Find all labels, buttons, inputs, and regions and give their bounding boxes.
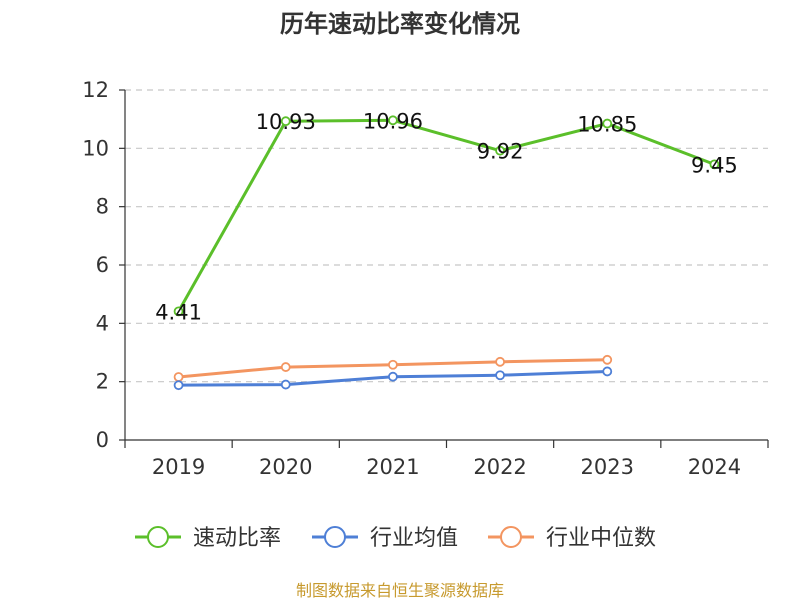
data-label: 10.85 [577,113,637,137]
chart-title: 历年速动比率变化情况 [280,10,520,38]
data-point [280,116,291,127]
x-tick-label: 2024 [688,455,741,479]
data-point [709,159,720,170]
data-point [280,362,291,372]
series-1 [173,115,720,317]
x-tick-label: 2019 [152,455,205,479]
data-point [173,306,184,317]
data-point [280,379,291,390]
legend-label: 行业均值 [370,526,458,551]
series-2 [173,366,613,391]
y-tick-label: 0 [96,428,109,452]
source-note: 制图数据来自恒生聚源数据库 [296,581,504,600]
data-label: 10.93 [256,110,316,134]
data-label: 9.92 [477,140,524,164]
legend-item-3[interactable]: 行业中位数 [488,526,656,551]
data-point [495,145,505,156]
legend-marker-icon [500,526,522,548]
data-point [495,356,505,367]
data-point [495,370,505,381]
series-line [177,118,715,313]
y-tick-label: 6 [96,253,109,277]
y-tick-label: 2 [96,370,109,394]
data-point [388,371,398,382]
data-point [602,366,613,377]
y-tick-label: 4 [96,311,109,335]
legend-marker-icon [147,526,169,548]
data-label: 9.45 [691,153,738,177]
data-label: 4.41 [155,300,202,324]
grid-lines [125,89,768,383]
legend-label: 速动比率 [193,526,281,551]
data-labels: 4.41 10.93 10.96 9.92 10.85 9.45 [155,109,738,324]
y-tick-label: 8 [96,195,109,219]
axes: 0 2 4 6 8 10 12 2019 2020 2021 2022 2023 2024 [82,78,769,479]
data-point [173,372,184,382]
data-point [173,380,184,391]
x-tick-label: 2021 [366,455,419,479]
x-tick-label: 2022 [473,455,526,479]
y-tick-label: 12 [82,78,109,102]
legend-label: 行业中位数 [546,526,656,551]
y-tick-label: 10 [82,136,109,160]
x-tick-label: 2023 [581,455,634,479]
data-label: 10.96 [363,109,423,133]
legend-item-2[interactable]: 行业均值 [312,526,458,551]
series-layer [173,115,720,391]
legend-item-1[interactable]: 速动比率 [135,526,281,551]
legend: 速动比率 行业均值 行业中位数 [135,526,656,551]
data-point [602,354,613,365]
x-tick-label: 2020 [259,455,312,479]
data-point [602,118,613,129]
data-point [388,115,398,126]
legend-marker-icon [324,526,346,548]
data-point [388,359,398,370]
